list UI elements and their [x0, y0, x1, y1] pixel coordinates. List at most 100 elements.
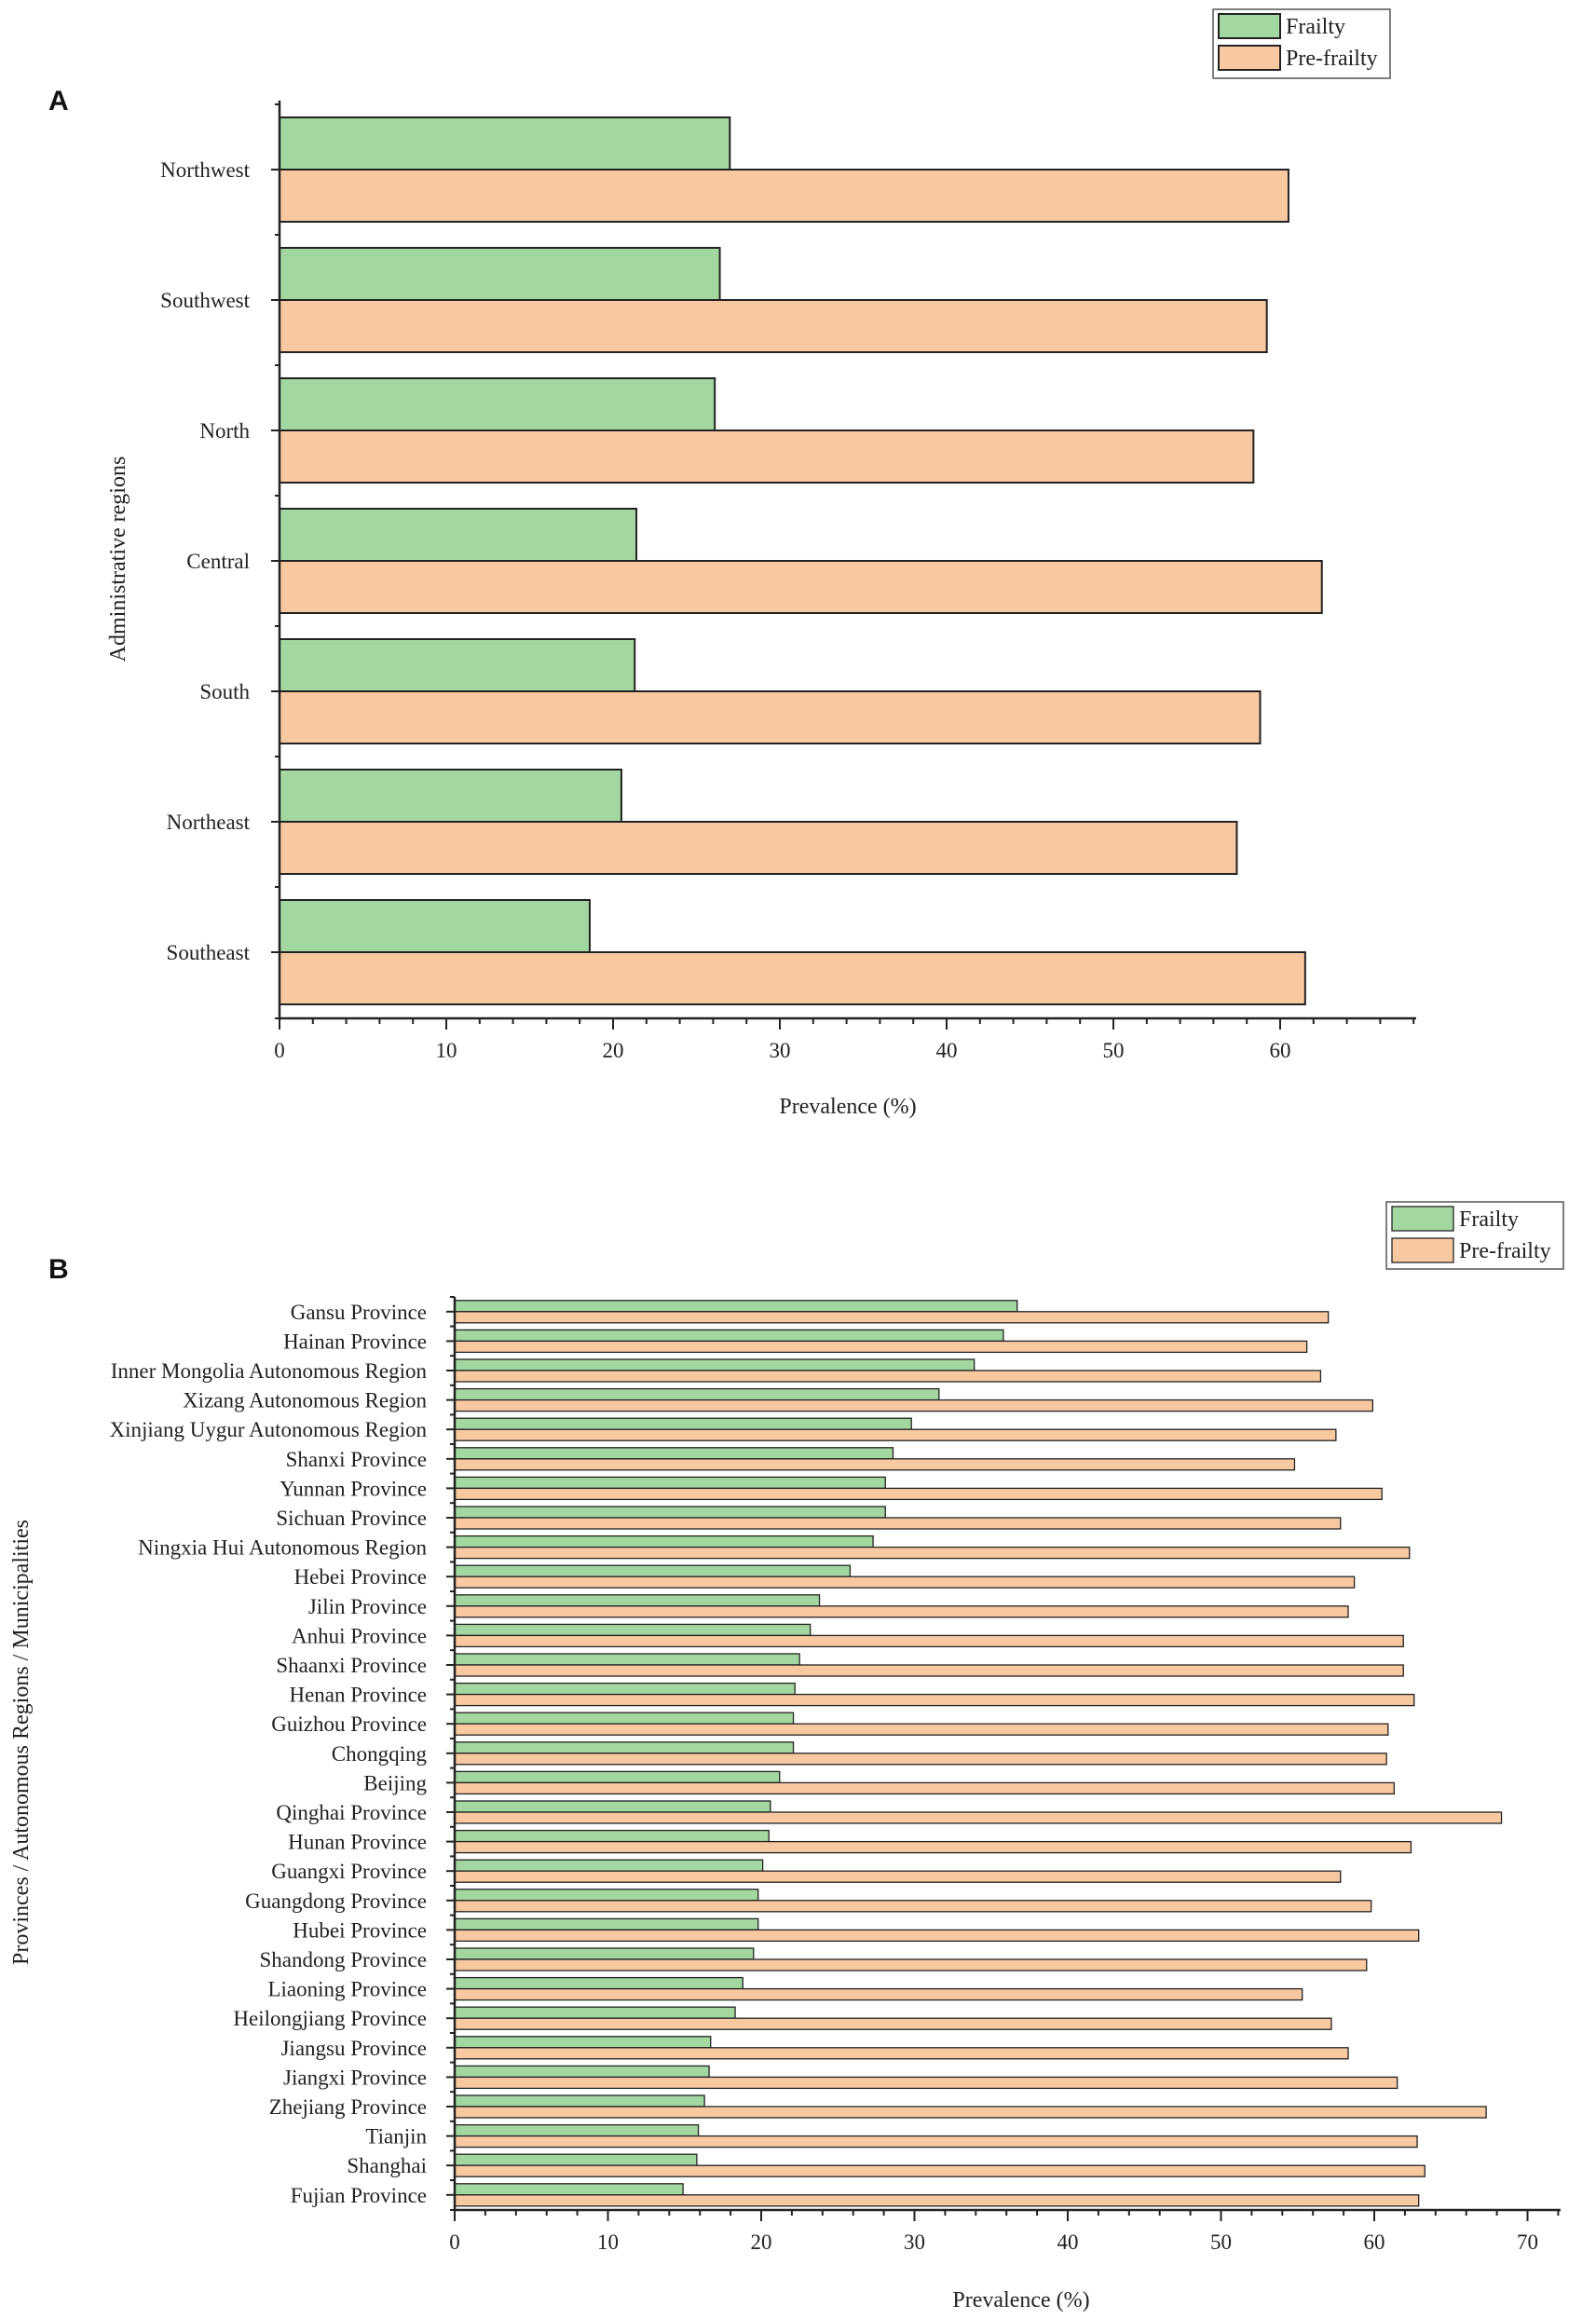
- bar-pre-frailty-hubei-province: [454, 1929, 1420, 1943]
- bar-frailty-xinjiang-uygur-autonomous-region: [454, 1417, 912, 1430]
- bar-pre-frailty-xizang-autonomous-region: [454, 1398, 1374, 1412]
- bar-frailty-henan-province: [454, 1682, 796, 1696]
- bar-pre-frailty-hebei-province: [454, 1576, 1356, 1589]
- bar-pre-frailty-inner-mongolia-autonomous-region: [454, 1370, 1322, 1383]
- panel-b-legend: Frailty Pre-frailty: [1385, 1201, 1564, 1270]
- bar-pre-frailty-qinghai-province: [454, 1811, 1503, 1824]
- category-label: Shanxi Province: [286, 1448, 427, 1471]
- bar-frailty-gansu-province: [454, 1300, 1018, 1313]
- x-axis-title: Prevalence (%): [952, 2288, 1089, 2312]
- category-label: Shandong Province: [259, 1948, 427, 1971]
- x-tick-label: 40: [1057, 2230, 1079, 2254]
- bar-pre-frailty-chongqing: [454, 1753, 1387, 1766]
- x-tick-label: 0: [274, 1039, 285, 1062]
- bar-frailty-hebei-province: [454, 1564, 852, 1577]
- bar-frailty-jiangxi-province: [454, 2065, 710, 2079]
- category-label: Heilongjiang Province: [233, 2007, 427, 2030]
- category-label: Liaoning Province: [267, 1978, 427, 2001]
- bar-pre-frailty-south: [279, 690, 1262, 744]
- panel-b-letter: B: [48, 1254, 69, 1285]
- category-label: Southwest: [160, 289, 250, 312]
- category-label: Beijing: [363, 1771, 427, 1794]
- bar-frailty-shandong-province: [454, 1947, 755, 1960]
- bar-frailty-anhui-province: [454, 1623, 812, 1637]
- bar-pre-frailty-shaanxi-province: [454, 1664, 1404, 1677]
- bar-frailty-yunnan-province: [454, 1476, 886, 1490]
- legend-label-frailty: Frailty: [1286, 15, 1345, 39]
- category-label: Gansu Province: [291, 1301, 427, 1324]
- legend-swatch-frailty: [1218, 13, 1281, 39]
- bar-frailty-guizhou-province: [454, 1712, 795, 1725]
- panel-a-bars: [279, 116, 1323, 1005]
- bar-frailty-jilin-province: [454, 1594, 821, 1607]
- bar-frailty-shaanxi-province: [454, 1653, 800, 1666]
- bar-pre-frailty-fujian-province: [454, 2194, 1420, 2207]
- bar-frailty-sichuan-province: [454, 1506, 886, 1519]
- bar-pre-frailty-shandong-province: [454, 1958, 1368, 1971]
- bar-pre-frailty-tianjin: [454, 2135, 1418, 2148]
- bar-frailty-hunan-province: [454, 1829, 770, 1843]
- bar-frailty-central: [279, 508, 638, 562]
- legend-swatch-pre-frailty: [1391, 1237, 1454, 1263]
- bar-pre-frailty-xinjiang-uygur-autonomous-region: [454, 1428, 1337, 1441]
- category-label: Jiangsu Province: [280, 2037, 427, 2060]
- bar-pre-frailty-southwest: [279, 299, 1268, 353]
- category-label: Zhejiang Province: [269, 2095, 427, 2119]
- bar-frailty-inner-mongolia-autonomous-region: [454, 1358, 975, 1371]
- x-tick-label: 70: [1517, 2230, 1538, 2254]
- bar-pre-frailty-heilongjiang-province: [454, 2017, 1332, 2030]
- bar-pre-frailty-sichuan-province: [454, 1517, 1342, 1530]
- bar-pre-frailty-shanxi-province: [454, 1458, 1296, 1471]
- x-tick-label: 20: [603, 1039, 624, 1062]
- bar-pre-frailty-beijing: [454, 1781, 1396, 1795]
- bar-frailty-shanxi-province: [454, 1447, 894, 1460]
- category-label: Hebei Province: [294, 1565, 427, 1589]
- category-label: Northeast: [167, 811, 251, 834]
- bar-frailty-northwest: [279, 116, 731, 171]
- panel-a-legend: Frailty Pre-frailty: [1212, 8, 1391, 79]
- bar-frailty-jiangsu-province: [454, 2036, 712, 2049]
- bar-pre-frailty-northwest: [279, 169, 1289, 223]
- category-label: Guangxi Province: [271, 1860, 427, 1883]
- panel-a-axes: Northwest Southwest North Central South North…: [106, 101, 1416, 1119]
- legend-label-pre-frailty: Pre-frailty: [1459, 1239, 1551, 1263]
- category-label: Fujian Province: [291, 2184, 427, 2207]
- bar-frailty-liaoning-province: [454, 1976, 743, 1990]
- category-label: Guizhou Province: [271, 1712, 427, 1736]
- category-label: Sichuan Province: [276, 1507, 427, 1530]
- bar-frailty-xizang-autonomous-region: [454, 1387, 940, 1401]
- legend-label-pre-frailty: Pre-frailty: [1286, 47, 1378, 71]
- bar-pre-frailty-guangxi-province: [454, 1870, 1342, 1883]
- x-tick-label: 40: [936, 1039, 958, 1062]
- bar-pre-frailty-guangdong-province: [454, 1900, 1372, 1913]
- bar-pre-frailty-henan-province: [454, 1693, 1415, 1707]
- x-tick-label: 60: [1270, 1039, 1291, 1062]
- bar-frailty-fujian-province: [454, 2183, 684, 2196]
- bar-pre-frailty-jilin-province: [454, 1605, 1349, 1618]
- category-label: Xizang Autonomous Region: [183, 1389, 427, 1412]
- category-label: Southeast: [167, 941, 251, 964]
- bar-pre-frailty-jiangxi-province: [454, 2076, 1398, 2090]
- category-label: Jilin Province: [308, 1595, 427, 1618]
- panel-b-axes: Gansu Province Hainan Province Inner Mongo…: [9, 1296, 1561, 2312]
- bar-frailty-guangxi-province: [454, 1859, 764, 1872]
- category-label: Jiangxi Province: [283, 2066, 427, 2089]
- bar-pre-frailty-central: [279, 560, 1323, 614]
- panel-a-letter: A: [48, 86, 69, 116]
- panel-b-chart: B Gansu Province Hainan Province Inner Mon…: [9, 1201, 1564, 2312]
- bar-pre-frailty-southeast: [279, 951, 1306, 1005]
- category-label: Northwest: [160, 158, 250, 182]
- x-tick-label: 0: [449, 2230, 460, 2254]
- category-label: Henan Province: [289, 1684, 427, 1707]
- bar-pre-frailty-ningxia-hui-autonomous-region: [454, 1546, 1411, 1560]
- bar-frailty-heilongjiang-province: [454, 2006, 736, 2019]
- y-axis-title: Administrative regions: [106, 457, 130, 662]
- bar-pre-frailty-north: [279, 430, 1255, 484]
- bar-pre-frailty-hunan-province: [454, 1840, 1412, 1854]
- legend-swatch-frailty: [1391, 1206, 1454, 1232]
- bar-pre-frailty-gansu-province: [454, 1311, 1330, 1324]
- category-label: Chongqing: [332, 1742, 428, 1766]
- bar-frailty-hubei-province: [454, 1917, 759, 1931]
- y-axis-title: Provinces / Autonomous Regions / Municip…: [9, 1520, 34, 1965]
